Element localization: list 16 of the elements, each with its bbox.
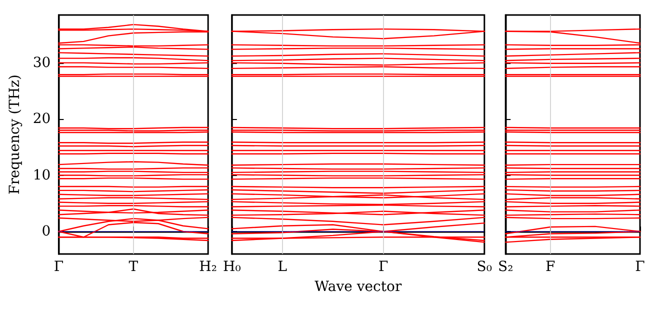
- y-axis-title: Frequency (THz): [7, 74, 23, 195]
- x-tick-label: H₂: [199, 259, 218, 275]
- y-tick-label: 30: [32, 54, 51, 71]
- x-tick-label: T: [128, 259, 139, 275]
- x-tick-label: S₀: [476, 259, 492, 275]
- x-tick-label: Γ: [54, 259, 64, 275]
- y-tick-label: 20: [32, 111, 51, 128]
- x-tick-label: Γ: [378, 259, 389, 275]
- x-tick-label: F: [546, 259, 556, 275]
- x-tick-label: S₂: [498, 259, 514, 275]
- x-tick-label: L: [278, 259, 288, 275]
- x-axis-title: Wave vector: [314, 279, 402, 295]
- x-tick-label: Γ: [635, 259, 646, 275]
- x-tick-label: H₀: [222, 259, 242, 275]
- y-tick-label: 0: [42, 224, 51, 240]
- y-tick-label: 10: [32, 167, 51, 184]
